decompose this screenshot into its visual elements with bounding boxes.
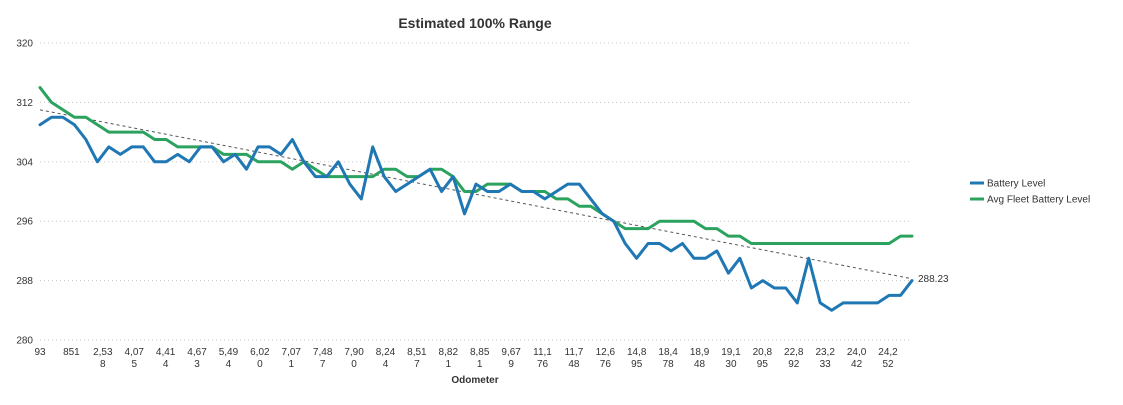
series-line-battery-level	[38, 115, 914, 312]
x-tick-label: 23,2 33	[815, 347, 835, 370]
x-tick-label: 11,1 76	[533, 347, 552, 370]
x-tick-label: 8,51 7	[407, 347, 427, 370]
x-tick-label: 22,8 92	[784, 347, 804, 370]
x-tick-label: 8,82 1	[439, 347, 459, 370]
x-tick-label: 7,90 0	[344, 347, 364, 370]
x-axis-label: Odometer	[451, 375, 498, 386]
end-value-label: 288.23	[918, 274, 949, 285]
x-tick-label: 93	[34, 347, 46, 358]
x-tick-label: 8,85 1	[470, 347, 490, 370]
x-tick-label: 4,07 5	[124, 347, 144, 370]
x-tick-label: 4,41 4	[156, 347, 176, 370]
series-line-avg-fleet-battery-level	[38, 86, 914, 245]
x-tick-label: 24,2 52	[878, 347, 898, 370]
y-tick-label: 280	[16, 336, 33, 347]
series-layer	[38, 86, 914, 312]
grid-layer	[40, 42, 912, 341]
x-tick-label: 20,8 95	[753, 347, 773, 370]
x-tick-label: 18,9 48	[690, 347, 710, 370]
y-tick-label: 288	[16, 276, 33, 287]
y-tick-label: 296	[16, 217, 33, 228]
trendline-layer	[39, 109, 911, 279]
trendline	[39, 109, 911, 279]
chart-title: Estimated 100% Range	[398, 15, 551, 31]
x-tick-label: 9,67 9	[501, 347, 521, 370]
x-tick-label: 24,0 42	[847, 347, 867, 370]
x-tick-label: 4,67 3	[187, 347, 207, 370]
x-tick-label: 11,7 48	[565, 347, 584, 370]
legend-label: Battery Level	[987, 179, 1045, 190]
x-tick-label: 2,53 8	[93, 347, 113, 370]
legend-label: Avg Fleet Battery Level	[987, 195, 1090, 206]
x-tick-label: 6,02 0	[250, 347, 270, 370]
x-tick-label: 19,1 30	[721, 347, 741, 370]
x-axis: 93 851 2,53 8 4,07 5 4,41 4 4,67 3 5,49 4 6,02 0 7,07 1…	[34, 347, 898, 370]
x-tick-label: 12,6 76	[596, 347, 616, 370]
x-tick-label: 7,48 7	[313, 347, 333, 370]
legend: Battery Level Avg Fleet Battery Level	[970, 179, 1090, 206]
x-tick-label: 8,24 4	[376, 347, 396, 370]
y-tick-label: 312	[16, 98, 33, 109]
y-tick-label: 304	[16, 157, 33, 168]
x-tick-label: 7,07 1	[282, 347, 302, 370]
x-tick-label: 851	[63, 347, 80, 358]
x-tick-label: 14,8 95	[627, 347, 647, 370]
y-tick-label: 320	[16, 39, 33, 50]
y-axis: 280 288 296 304 312 320	[16, 39, 33, 347]
x-tick-label: 18,4 78	[658, 347, 678, 370]
x-tick-label: 5,49 4	[219, 347, 239, 370]
